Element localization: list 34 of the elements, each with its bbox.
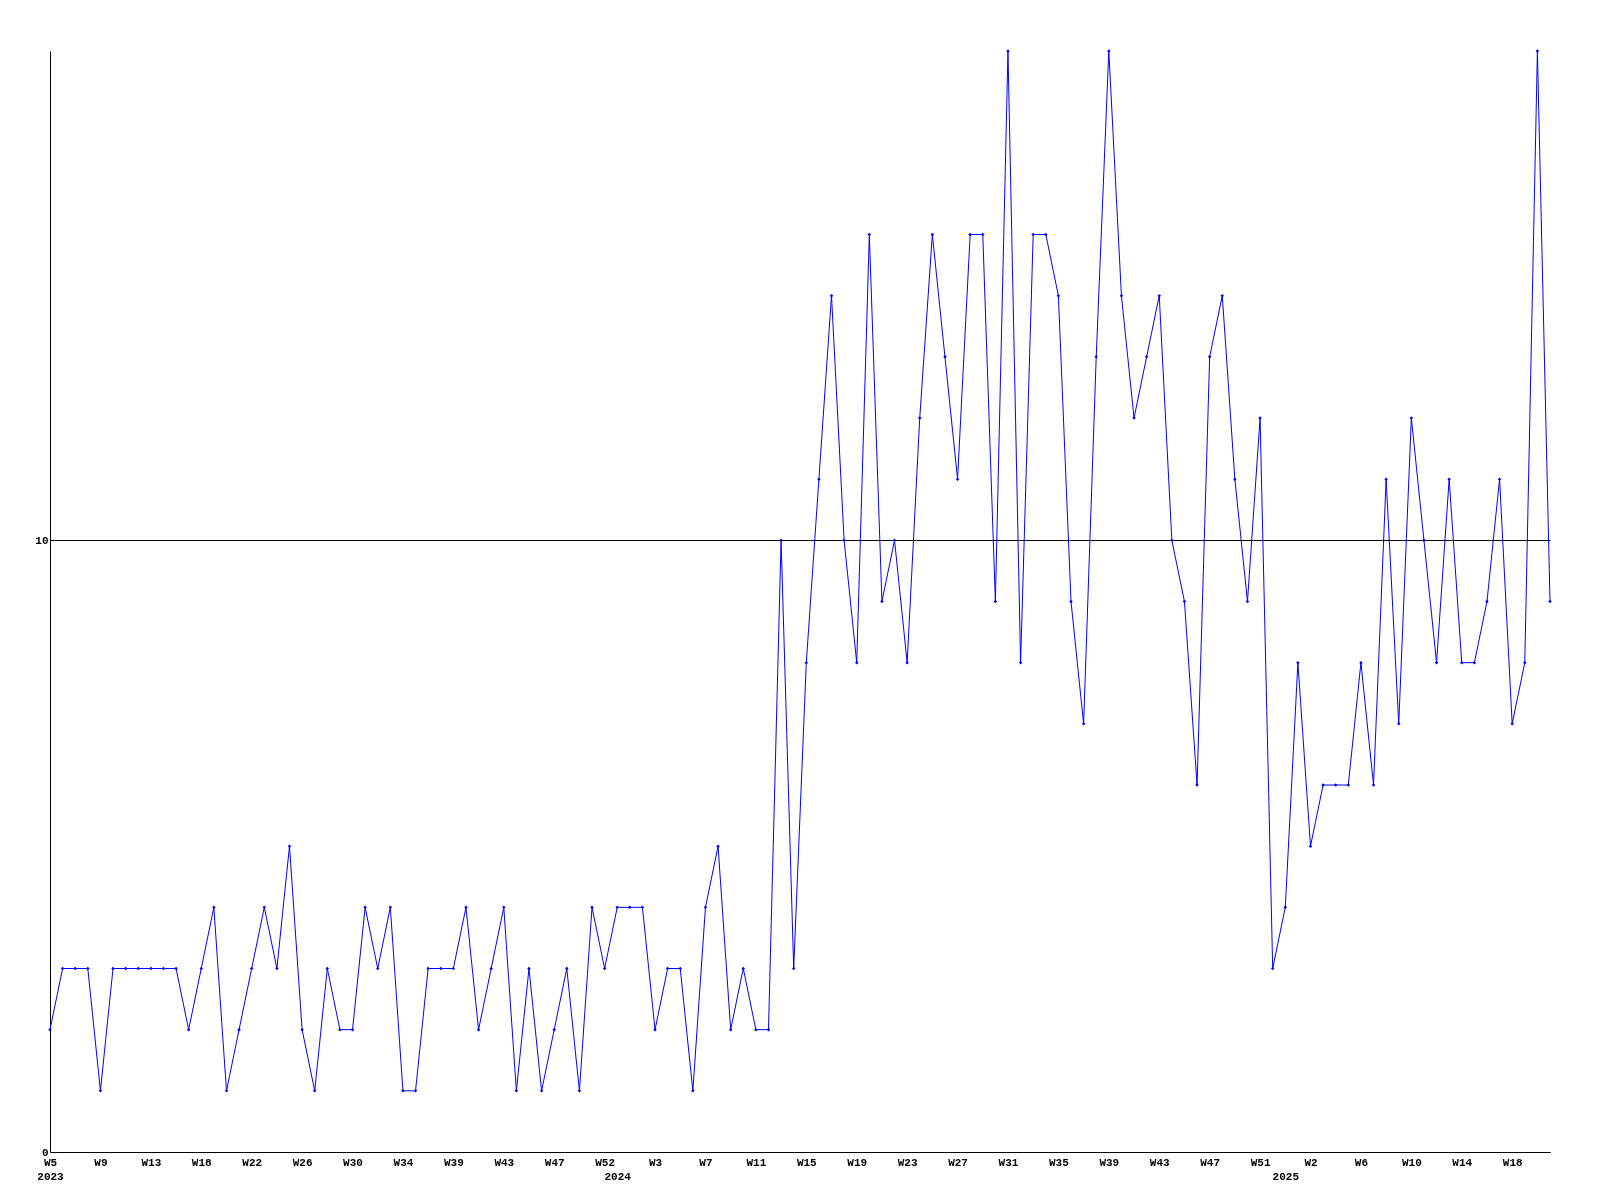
x-tick-label: W26: [292, 1156, 313, 1169]
x-tick-label: W39: [1099, 1156, 1120, 1169]
x-tick-label: W22: [242, 1156, 263, 1169]
x-tick-label: W27: [948, 1156, 968, 1169]
y-tick-label: 10: [35, 534, 49, 547]
x-tick-label: W19: [847, 1156, 868, 1169]
x-tick-label: W51: [1250, 1156, 1271, 1169]
x-tick-label: W31: [998, 1156, 1019, 1169]
y-tick-label: 0: [41, 1146, 49, 1159]
x-tick-label: W18: [191, 1156, 213, 1169]
x-tick-label: W23: [897, 1156, 918, 1169]
x-tick-label: 2025: [1272, 1170, 1300, 1183]
x-tick-label: W15: [796, 1156, 818, 1169]
x-tick-label: W35: [1049, 1156, 1070, 1169]
x-tick-label: W39: [443, 1156, 464, 1169]
x-tick-label: W10: [1401, 1156, 1422, 1169]
x-tick-label: W9: [94, 1156, 108, 1169]
x-tick-label: W7: [699, 1156, 713, 1169]
x-tick-label: W34: [393, 1156, 414, 1169]
x-tick-label: 2024: [604, 1170, 632, 1183]
x-tick-label: W18: [1502, 1156, 1523, 1169]
x-tick-label: W2: [1304, 1156, 1318, 1169]
x-tick-label: W47: [1200, 1156, 1221, 1169]
x-tick-label: W52: [595, 1156, 616, 1169]
x-tick-label: W6: [1354, 1156, 1369, 1169]
x-tick-label: W3: [648, 1156, 663, 1169]
x-tick-label: W47: [544, 1156, 565, 1169]
x-tick-label: W43: [494, 1156, 515, 1169]
x-tick-label: W30: [343, 1156, 363, 1169]
x-tick-label: W5 2023: [37, 1156, 65, 1183]
x-tick-label: W14: [1452, 1156, 1473, 1169]
x-tick-label: W43: [1149, 1156, 1171, 1169]
x-tick-label: W11: [746, 1156, 767, 1169]
x-tick-label: W13: [141, 1156, 162, 1169]
